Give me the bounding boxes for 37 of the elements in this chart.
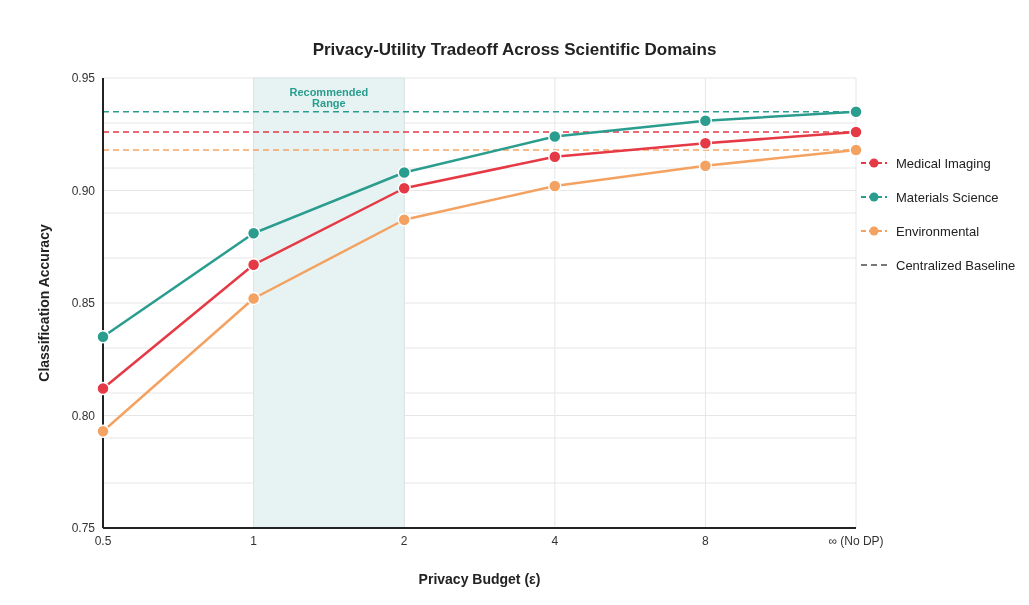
x-tick-label: 1: [250, 533, 258, 548]
x-tick-label: 2: [400, 533, 408, 548]
point: [246, 291, 261, 306]
point: [246, 226, 261, 240]
point: [96, 424, 110, 438]
legend-label: Medical Imaging: [896, 155, 991, 171]
y-axis-title: Classification Accuracy: [35, 224, 52, 382]
point: [246, 258, 261, 272]
point: [849, 125, 863, 139]
x-tick-label: 8: [702, 533, 710, 548]
legend-label: Environmental: [896, 223, 980, 239]
point: [698, 114, 713, 128]
chart-title: Privacy-Utility Tradeoff Across Scientific Domains: [311, 40, 718, 60]
point: [548, 150, 562, 164]
point: [849, 143, 863, 157]
point: [96, 381, 110, 396]
point: [548, 129, 562, 144]
band-label: Recommended Range: [289, 85, 369, 109]
y-tick-label: 0.80: [71, 408, 96, 423]
point: [397, 181, 411, 195]
y-tick-label: 0.90: [71, 183, 96, 198]
point: [698, 159, 713, 173]
point: [397, 165, 411, 180]
point: [548, 179, 562, 193]
y-tick-label: 0.85: [71, 296, 96, 311]
y-tick-label: 0.75: [71, 521, 96, 536]
point: [698, 136, 713, 150]
point: [849, 105, 863, 119]
x-tick-label: 4: [551, 533, 559, 548]
x-tick-label: 0.5: [94, 533, 112, 548]
point: [397, 213, 411, 227]
point: [96, 330, 110, 344]
y-tick-label: 0.95: [71, 71, 96, 86]
x-tick-label: ∞ (No DP): [828, 533, 884, 548]
legend-label: Centralized Baseline: [896, 257, 1016, 273]
x-axis-title: Privacy Budget (ε): [418, 571, 541, 587]
legend-label: Materials Science: [896, 189, 999, 205]
